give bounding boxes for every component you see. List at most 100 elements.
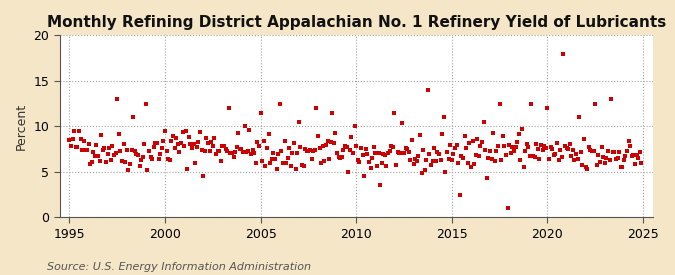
Point bbox=[180, 129, 191, 133]
Point bbox=[331, 150, 342, 155]
Point bbox=[308, 149, 319, 153]
Point bbox=[369, 144, 379, 149]
Point bbox=[163, 157, 173, 161]
Point bbox=[566, 154, 576, 158]
Point bbox=[400, 146, 411, 150]
Point bbox=[130, 148, 140, 153]
Point bbox=[534, 157, 545, 161]
Point bbox=[518, 164, 529, 169]
Point bbox=[620, 153, 631, 158]
Point bbox=[201, 136, 212, 140]
Point bbox=[142, 167, 153, 172]
Point bbox=[139, 141, 150, 146]
Point bbox=[560, 143, 570, 148]
Point bbox=[497, 134, 508, 138]
Point bbox=[137, 155, 148, 160]
Point bbox=[102, 152, 113, 156]
Point bbox=[520, 148, 531, 153]
Point bbox=[212, 148, 223, 153]
Point bbox=[343, 170, 354, 174]
Point bbox=[167, 133, 178, 138]
Point bbox=[321, 142, 331, 147]
Point bbox=[467, 139, 478, 144]
Point bbox=[605, 97, 616, 101]
Point bbox=[119, 160, 130, 165]
Point bbox=[196, 148, 207, 153]
Point bbox=[541, 146, 551, 150]
Point bbox=[636, 161, 647, 165]
Point bbox=[445, 143, 456, 148]
Point bbox=[512, 140, 522, 144]
Point bbox=[271, 166, 282, 171]
Point bbox=[302, 149, 313, 153]
Point bbox=[330, 131, 341, 136]
Point bbox=[317, 144, 328, 148]
Point bbox=[593, 153, 604, 158]
Point bbox=[418, 147, 429, 152]
Point bbox=[202, 141, 213, 145]
Point bbox=[161, 149, 172, 153]
Point bbox=[633, 155, 644, 160]
Point bbox=[190, 161, 200, 166]
Point bbox=[448, 152, 459, 156]
Point bbox=[348, 151, 358, 155]
Point bbox=[209, 136, 220, 141]
Point bbox=[287, 151, 298, 155]
Point bbox=[300, 147, 310, 151]
Point bbox=[421, 158, 432, 162]
Point bbox=[404, 150, 414, 154]
Point bbox=[80, 148, 90, 152]
Point bbox=[228, 155, 239, 160]
Point bbox=[614, 150, 624, 154]
Point bbox=[596, 145, 607, 149]
Point bbox=[588, 149, 599, 153]
Point bbox=[375, 183, 385, 188]
Point bbox=[539, 144, 549, 148]
Point bbox=[169, 146, 180, 150]
Point bbox=[107, 144, 118, 148]
Point bbox=[631, 153, 642, 157]
Point bbox=[219, 144, 230, 148]
Point bbox=[578, 137, 589, 141]
Point bbox=[373, 151, 384, 155]
Point bbox=[547, 147, 558, 151]
Point bbox=[585, 148, 596, 152]
Point bbox=[568, 148, 578, 153]
Point bbox=[543, 157, 554, 161]
Point bbox=[123, 167, 134, 172]
Point bbox=[367, 156, 377, 160]
Point bbox=[166, 139, 177, 143]
Point bbox=[630, 162, 641, 166]
Point bbox=[105, 158, 116, 162]
Point bbox=[147, 157, 158, 161]
Point bbox=[254, 144, 265, 148]
Point bbox=[233, 131, 244, 136]
Point bbox=[329, 141, 340, 145]
Point bbox=[82, 148, 92, 153]
Point bbox=[513, 132, 524, 136]
Point bbox=[68, 137, 78, 141]
Point bbox=[394, 150, 404, 155]
Point bbox=[545, 145, 556, 150]
Point bbox=[110, 150, 121, 155]
Point bbox=[268, 151, 279, 155]
Point bbox=[431, 159, 441, 163]
Point bbox=[255, 111, 266, 115]
Point bbox=[77, 148, 88, 152]
Point bbox=[327, 111, 338, 115]
Point bbox=[504, 143, 514, 147]
Point bbox=[78, 139, 89, 143]
Point bbox=[524, 154, 535, 158]
Point bbox=[239, 124, 250, 128]
Point bbox=[516, 127, 527, 131]
Point bbox=[284, 146, 295, 150]
Point bbox=[433, 152, 444, 156]
Point bbox=[414, 133, 425, 137]
Point bbox=[515, 158, 526, 162]
Point bbox=[553, 158, 564, 163]
Point bbox=[309, 148, 320, 152]
Point bbox=[145, 155, 156, 159]
Point bbox=[426, 163, 437, 167]
Point bbox=[159, 129, 170, 133]
Title: Monthly Refining District Appalachian No. 1 Refinery Yield of Lubricants: Monthly Refining District Appalachian No… bbox=[47, 15, 666, 30]
